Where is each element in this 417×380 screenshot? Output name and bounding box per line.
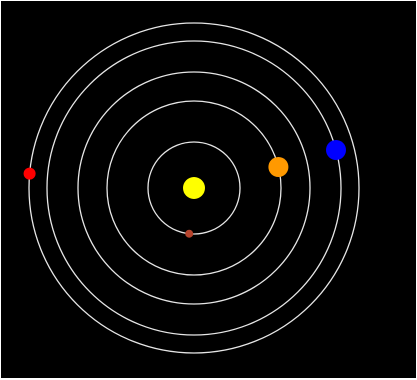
orbit-ring-2	[106, 100, 282, 276]
orbit-rings	[28, 22, 360, 354]
planet-red	[23, 167, 36, 180]
orbit-ring-1	[147, 141, 241, 235]
planet-small-brown	[185, 229, 194, 238]
orbit-ring-5	[28, 22, 360, 354]
planet-blue	[326, 140, 346, 160]
sun	[183, 177, 205, 199]
orbit-ring-4	[46, 40, 342, 336]
orbit-ring-3	[77, 71, 311, 305]
planet-orange	[268, 157, 289, 177]
celestial-bodies	[23, 140, 346, 238]
